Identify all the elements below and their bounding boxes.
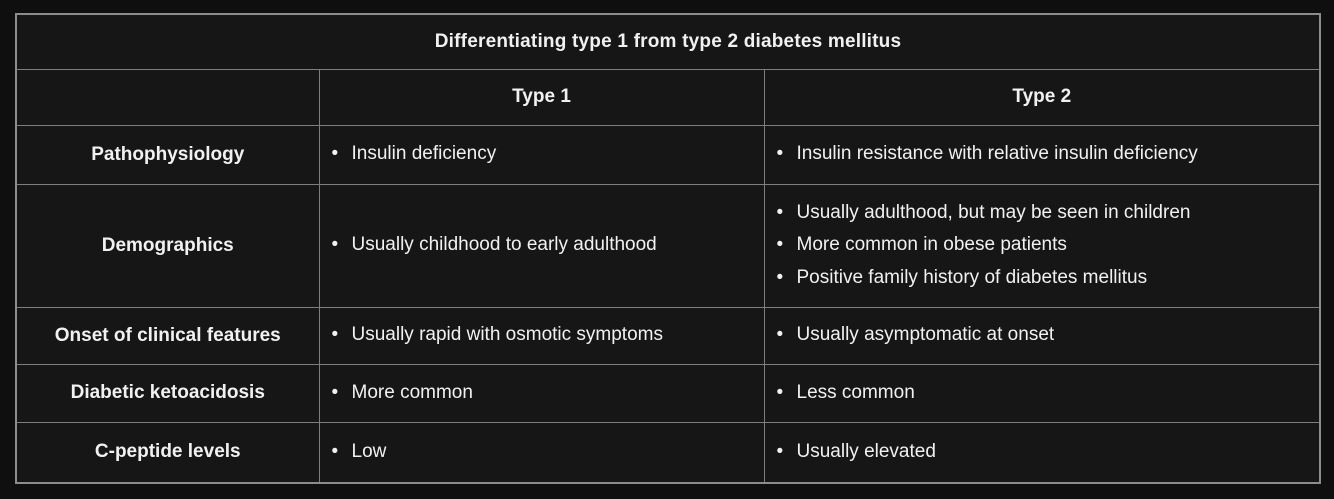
bullet-item: Usually adulthood, but may be seen in ch… bbox=[775, 200, 1310, 227]
column-header-type1: Type 1 bbox=[318, 68, 765, 126]
bullet-item: Usually elevated bbox=[775, 439, 1310, 466]
bullet-list: Usually adulthood, but may be seen in ch… bbox=[775, 200, 1310, 292]
bullet-list: Usually asymptomatic at onset bbox=[775, 322, 1310, 349]
bullet-item: More common bbox=[330, 380, 754, 407]
bullet-list: Usually elevated bbox=[775, 439, 1310, 466]
bullet-item: Usually asymptomatic at onset bbox=[775, 322, 1310, 349]
bullet-list: Insulin resistance with relative insulin… bbox=[775, 141, 1310, 168]
bullet-item: Low bbox=[330, 439, 754, 466]
bullet-item: Insulin resistance with relative insulin… bbox=[775, 141, 1310, 168]
cell-type2: Insulin resistance with relative insulin… bbox=[763, 124, 1321, 185]
row-label: C-peptide levels bbox=[15, 421, 320, 484]
table-title-row: Differentiating type 1 from type 2 diabe… bbox=[15, 13, 1321, 70]
bullet-list: Less common bbox=[775, 380, 1310, 407]
row-label: Demographics bbox=[15, 183, 320, 308]
row-label: Diabetic ketoacidosis bbox=[15, 363, 320, 423]
bullet-list: Insulin deficiency bbox=[330, 141, 754, 168]
cell-type2: Usually elevated bbox=[763, 421, 1321, 484]
bullet-item: More common in obese patients bbox=[775, 232, 1310, 259]
bullet-item: Usually rapid with osmotic symptoms bbox=[330, 322, 754, 349]
table-header-row: Type 1 Type 2 bbox=[15, 68, 1321, 126]
cell-type1: Usually rapid with osmotic symptoms bbox=[318, 306, 765, 365]
row-label: Onset of clinical features bbox=[15, 306, 320, 365]
bullet-list: Low bbox=[330, 439, 754, 466]
cell-type2: Usually asymptomatic at onset bbox=[763, 306, 1321, 365]
table-title: Differentiating type 1 from type 2 diabe… bbox=[15, 13, 1321, 70]
bullet-item: Usually childhood to early adulthood bbox=[330, 232, 754, 259]
bullet-list: Usually rapid with osmotic symptoms bbox=[330, 322, 754, 349]
table-row: C-peptide levels Low Usually elevated bbox=[15, 421, 1321, 484]
cell-type1: Low bbox=[318, 421, 765, 484]
cell-type1: Insulin deficiency bbox=[318, 124, 765, 185]
cell-type1: Usually childhood to early adulthood bbox=[318, 183, 765, 308]
corner-header-empty bbox=[15, 68, 320, 126]
table-row: Demographics Usually childhood to early a… bbox=[15, 183, 1321, 308]
cell-type2: Less common bbox=[763, 363, 1321, 423]
cell-type1: More common bbox=[318, 363, 765, 423]
column-header-type2: Type 2 bbox=[763, 68, 1321, 126]
diabetes-comparison-table: Differentiating type 1 from type 2 diabe… bbox=[15, 13, 1322, 484]
bullet-list: Usually childhood to early adulthood bbox=[330, 232, 754, 259]
table-row: Pathophysiology Insulin deficiency Insulin… bbox=[15, 124, 1321, 185]
row-label: Pathophysiology bbox=[15, 124, 320, 185]
cell-type2: Usually adulthood, but may be seen in ch… bbox=[763, 183, 1321, 308]
bullet-item: Positive family history of diabetes mell… bbox=[775, 265, 1310, 292]
bullet-item: Less common bbox=[775, 380, 1310, 407]
bullet-item: Insulin deficiency bbox=[330, 141, 754, 168]
table-row: Diabetic ketoacidosis More common Less com… bbox=[15, 363, 1321, 423]
bullet-list: More common bbox=[330, 380, 754, 407]
table-row: Onset of clinical features Usually rapid … bbox=[15, 306, 1321, 365]
